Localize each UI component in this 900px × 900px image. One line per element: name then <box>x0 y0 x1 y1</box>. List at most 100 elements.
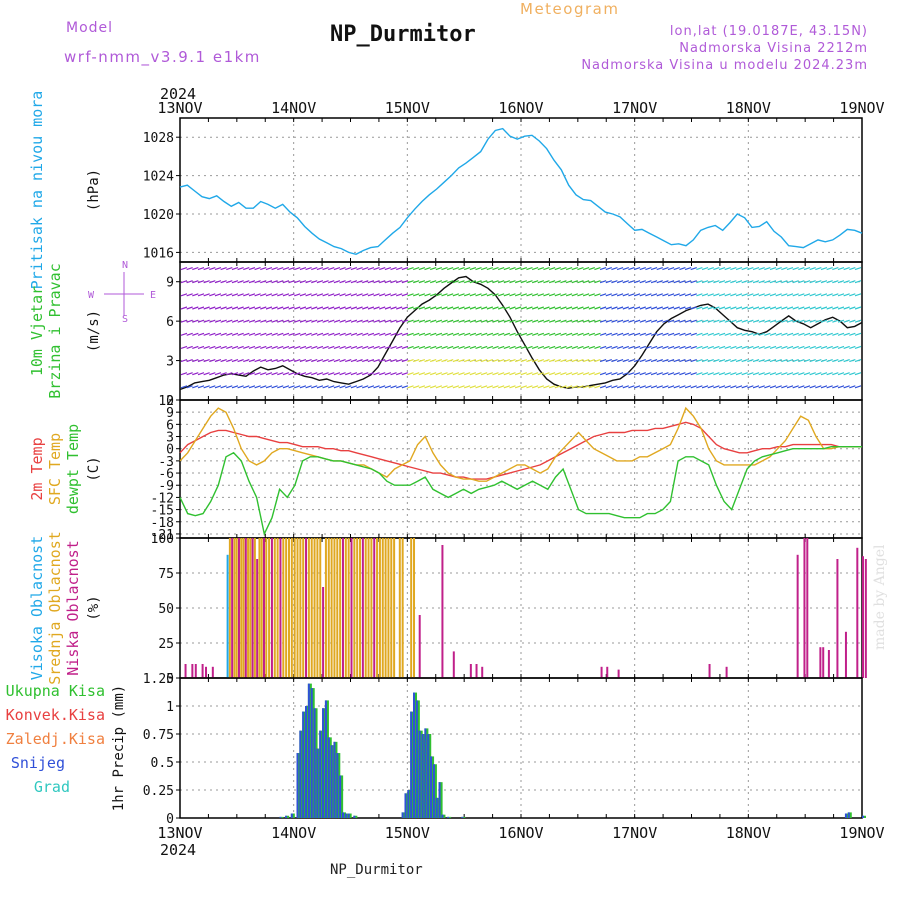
wind-barb <box>299 293 307 297</box>
wind-barb <box>645 306 652 310</box>
wind-barb <box>690 372 697 376</box>
wind-barb <box>265 372 273 376</box>
wind-barb <box>854 345 862 349</box>
wind-barb <box>656 372 663 376</box>
wind-barb <box>713 306 720 310</box>
wind-barb <box>656 306 663 310</box>
wind-barb <box>849 385 856 389</box>
wind-barb <box>571 345 578 349</box>
wind-barb <box>577 385 584 389</box>
wind-barb <box>350 359 358 363</box>
wind-barb <box>362 306 369 310</box>
wind-barb <box>299 359 307 363</box>
data-bar <box>844 631 847 678</box>
wind-barb <box>588 359 595 363</box>
wind-barb <box>628 306 635 310</box>
wind-barb <box>599 306 607 310</box>
wind-barb <box>214 293 222 297</box>
wind-barb <box>328 359 335 363</box>
wind-barb <box>854 306 862 310</box>
wind-barb <box>339 293 346 297</box>
wind-barb <box>764 319 771 323</box>
wind-barb <box>362 267 369 271</box>
wind-barb <box>769 345 777 349</box>
wind-barb <box>514 280 522 284</box>
wind-barb <box>424 332 431 336</box>
wind-barb <box>594 345 601 349</box>
snow-bar <box>353 815 356 818</box>
data-bar <box>260 538 263 678</box>
wind-barb <box>452 280 460 284</box>
wind-barb <box>662 293 669 297</box>
wind-barb <box>781 306 788 310</box>
wind-barb <box>752 280 760 284</box>
wind-barb <box>452 306 460 310</box>
wind-barb <box>554 359 562 363</box>
wind-barb <box>503 345 511 349</box>
wind-barb <box>379 345 386 349</box>
wind-barb <box>543 319 550 323</box>
top-date-tick-label: 14NOV <box>271 99 316 117</box>
snow-bar <box>305 706 308 818</box>
data-bar <box>803 538 806 678</box>
data-bar <box>273 538 276 678</box>
wind-barb <box>497 372 505 376</box>
wind-barb <box>322 372 329 376</box>
wind-barb <box>328 306 335 310</box>
wind-barb <box>503 319 511 323</box>
wind-barb <box>707 319 714 323</box>
wind-barb <box>192 267 199 271</box>
wind-barb <box>282 372 290 376</box>
wind-barb <box>441 385 448 389</box>
wind-barb <box>543 345 550 349</box>
data-bar <box>205 666 208 678</box>
wind-barb <box>243 306 250 310</box>
data-bar <box>864 559 867 678</box>
wind-barb <box>673 345 680 349</box>
wind-barb <box>407 372 414 376</box>
wind-barb <box>203 306 210 310</box>
wind-barb <box>486 280 494 284</box>
wind-barb <box>243 372 250 376</box>
wind-barb <box>605 359 612 363</box>
wind-barb <box>458 359 465 363</box>
data-bar <box>302 538 305 678</box>
wind-barb <box>577 280 584 284</box>
wind-barb <box>622 372 629 376</box>
wind-barb <box>628 332 635 336</box>
wind-barb <box>605 345 612 349</box>
wind-barb <box>809 306 816 310</box>
wind-barb <box>599 332 607 336</box>
wind-barb <box>764 359 771 363</box>
wind-barb <box>407 319 414 323</box>
wind-barb <box>497 306 505 310</box>
wind-barb <box>752 306 760 310</box>
wind-barb <box>809 280 816 284</box>
wind-barb <box>186 332 193 336</box>
y-tick-label: -3 <box>158 455 174 470</box>
wind-barb <box>322 267 329 271</box>
wind-barb <box>396 267 403 271</box>
wind-barb <box>792 267 799 271</box>
wind-barb <box>560 345 567 349</box>
wind-barb <box>271 306 278 310</box>
wind-barb <box>475 359 482 363</box>
wind-barb <box>707 306 714 310</box>
wind-barb <box>543 332 550 336</box>
wind-barb <box>792 319 799 323</box>
wind-barb <box>373 385 380 389</box>
wind-barb <box>260 359 267 363</box>
wind-barb <box>226 359 233 363</box>
y-tick-label: 25 <box>158 637 174 652</box>
wind-barb <box>396 319 403 323</box>
wind-barb <box>492 332 499 336</box>
wind-barb <box>554 306 562 310</box>
wind-barb <box>231 293 239 297</box>
wind-barb <box>537 319 545 323</box>
y-tick-label: -18 <box>151 516 174 531</box>
wind-barb <box>730 306 737 310</box>
data-bar <box>364 538 367 678</box>
wind-barb <box>413 385 420 389</box>
wind-barb <box>486 306 494 310</box>
wind-barb <box>180 359 188 363</box>
